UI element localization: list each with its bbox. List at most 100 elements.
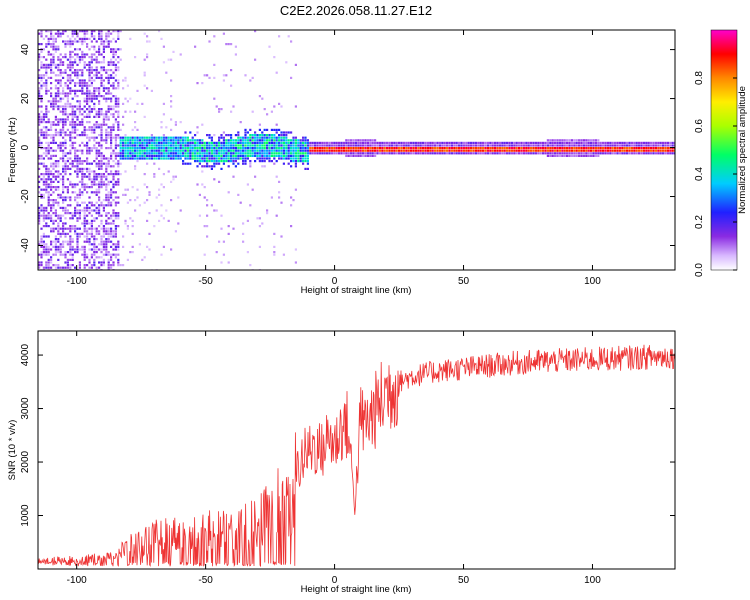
spectrogram-cell [174, 121, 177, 124]
spectrogram-cell [150, 149, 153, 152]
spectrogram-cell [98, 89, 101, 92]
spectrogram-cell [124, 149, 127, 152]
spectrogram-cell [546, 139, 549, 142]
spectrogram-cell [258, 136, 261, 139]
spectrogram-cell [263, 154, 266, 157]
spectrogram-cell [57, 87, 60, 90]
spectrogram-cell [45, 149, 48, 152]
spectrogram-cell [393, 149, 396, 152]
spectrogram-cell [38, 186, 41, 189]
spectrogram-cell [69, 58, 72, 61]
spectrogram-cell [107, 69, 110, 72]
spectrogram-cell [290, 225, 293, 228]
spectrogram-cell [78, 167, 81, 170]
spectrogram-cell [242, 240, 245, 243]
spectrogram-cell [62, 209, 65, 212]
spectrogram-cell [45, 45, 48, 48]
spectrogram-cell [66, 102, 69, 105]
spectrogram-cell [88, 178, 91, 181]
spectrogram-cell [107, 261, 110, 264]
spectrogram-cell [285, 61, 288, 64]
spectrogram-cell [64, 40, 67, 43]
spectrogram-cell [95, 212, 98, 215]
spectrogram-cell [278, 157, 281, 160]
spectrogram-cell [90, 147, 93, 150]
spectrogram-cell [107, 240, 110, 243]
spectrogram-cell [52, 105, 55, 108]
spectrogram-cell [107, 173, 110, 176]
spectrogram-cell [282, 131, 285, 134]
spectrogram-cell [393, 152, 396, 155]
spectrogram-cell [374, 141, 377, 144]
spectrogram-cell [102, 183, 105, 186]
spectrogram-cell [110, 141, 113, 144]
spectrogram-cell [261, 154, 264, 157]
spectrogram-cell [561, 152, 564, 155]
spectrogram-cell [330, 147, 333, 150]
spectrogram-cell [129, 199, 132, 202]
spectrogram-cell [102, 139, 105, 142]
spectrogram-cell [208, 149, 211, 152]
spectrogram-cell [66, 204, 69, 207]
spectrogram-cell [81, 191, 84, 194]
spectrogram-cell [580, 154, 583, 157]
spectrogram-cell [167, 152, 170, 155]
spectrogram-cell [62, 123, 65, 126]
spectrogram-cell [105, 128, 108, 131]
spectrogram-cell [210, 204, 213, 207]
spectrogram-cell [64, 53, 67, 56]
spectrogram-cell [90, 92, 93, 95]
spectrogram-cell [230, 139, 233, 142]
spectrogram-cell [62, 56, 65, 59]
spectrogram-cell [196, 157, 199, 160]
spectrogram-cell [90, 61, 93, 64]
spectrogram-cell [213, 63, 216, 66]
spectrogram-cell [110, 100, 113, 103]
spectrogram-cell [609, 144, 612, 147]
spectrogram-cell [74, 212, 77, 215]
spectrogram-cell [299, 139, 302, 142]
spectrogram-cell [93, 245, 96, 248]
spectrogram-cell [194, 160, 197, 163]
spectrogram-cell [210, 149, 213, 152]
spectrogram-cell [102, 89, 105, 92]
spectrogram-cell [74, 209, 77, 212]
spectrogram-cell [587, 149, 590, 152]
spectrogram-cell [88, 266, 91, 269]
spectrogram-cell [42, 180, 45, 183]
spectrogram-cell [630, 152, 633, 155]
spectrogram-cell [69, 235, 72, 238]
spectrogram-cell [446, 149, 449, 152]
spectrogram-cell [74, 32, 77, 35]
spectrogram-cell [62, 89, 65, 92]
spectrogram-cell [268, 152, 271, 155]
spectrogram-cell [172, 175, 175, 178]
spectrogram-cell [76, 162, 79, 165]
spectrogram-cell [352, 152, 355, 155]
spectrogram-cell [153, 175, 156, 178]
spectrogram-cell [203, 149, 206, 152]
spectrogram-cell [102, 240, 105, 243]
spectrogram-cell [86, 87, 89, 90]
spectrogram-cell [71, 35, 74, 38]
spectrogram-cell [566, 139, 569, 142]
spectrogram-cell [338, 141, 341, 144]
spectrogram-cell [158, 157, 161, 160]
spectrogram-cell [597, 144, 600, 147]
spectrogram-cell [158, 167, 161, 170]
spectrogram-cell [95, 136, 98, 139]
spectrogram-cell [220, 141, 223, 144]
spectrogram-cell [138, 147, 141, 150]
spectrogram-cell [585, 149, 588, 152]
spectrogram-cell [114, 162, 117, 165]
spectrogram-cell [338, 144, 341, 147]
spectrogram-cell [148, 139, 151, 142]
spectrogram-cell [76, 128, 79, 131]
spectrogram-cell [76, 251, 79, 254]
spectrogram-cell [71, 136, 74, 139]
spectrogram-cell [110, 134, 113, 137]
spectrogram-cell [107, 136, 110, 139]
spectrogram-cell [232, 160, 235, 163]
spectrogram-cell [90, 243, 93, 246]
spectrogram-cell [93, 173, 96, 176]
